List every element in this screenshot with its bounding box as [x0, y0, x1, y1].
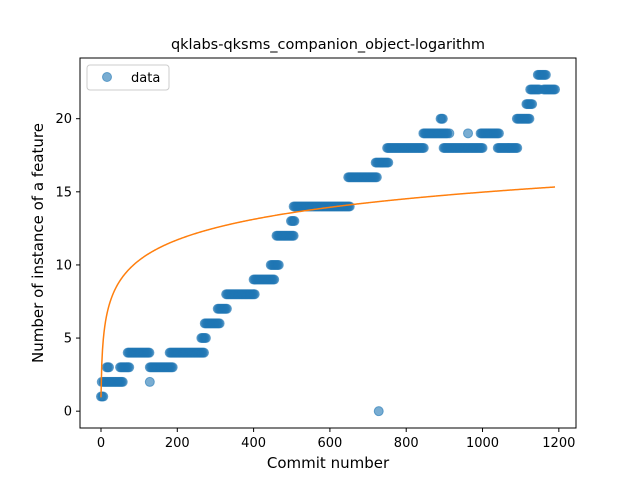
data-point — [269, 274, 280, 285]
data-point — [249, 289, 260, 300]
legend-label-data: data — [131, 71, 160, 86]
series-fit-line — [100, 186, 556, 398]
series-data — [95, 69, 561, 417]
data-point — [200, 333, 211, 344]
data-point — [214, 318, 225, 329]
data-point — [444, 128, 455, 139]
data-point — [512, 142, 523, 153]
legend-box — [86, 64, 170, 91]
legend-marker-data — [102, 72, 112, 82]
x-tick-label: 200 — [165, 436, 190, 451]
chart-title: qklabs-qksms_companion_object-logarithm — [171, 37, 485, 53]
legend: data — [86, 64, 170, 91]
data-point — [144, 376, 155, 387]
data-point — [104, 362, 114, 373]
data-point — [371, 172, 382, 183]
x-tick-label: 600 — [317, 436, 342, 451]
y-tick-label: 20 — [55, 112, 72, 127]
plot-area — [95, 69, 561, 417]
data-point — [199, 347, 209, 358]
data-point — [418, 142, 429, 153]
data-point — [463, 128, 474, 139]
data-point — [344, 201, 355, 212]
y-axis-title: Number of instance of a feature — [29, 123, 47, 363]
data-point — [493, 128, 504, 139]
data-point — [144, 347, 155, 358]
x-tick-label: 400 — [241, 436, 266, 451]
data-point — [540, 69, 551, 80]
x-tick-label: 0 — [97, 436, 105, 451]
data-point — [98, 391, 109, 402]
data-point — [437, 113, 448, 124]
data-point — [288, 230, 299, 241]
data-point — [167, 362, 178, 373]
data-point — [527, 99, 538, 110]
y-tick-label: 5 — [64, 332, 72, 347]
x-axis-title: Commit number — [267, 454, 390, 472]
x-axis: 0 200 400 600 800 1000 1200 — [97, 428, 575, 451]
y-tick-label: 10 — [55, 258, 72, 273]
data-point — [383, 157, 394, 168]
data-point — [550, 84, 561, 95]
data-point — [373, 406, 384, 417]
data-point — [524, 113, 535, 124]
y-axis: 0 5 10 15 20 — [55, 112, 80, 420]
data-point — [477, 142, 488, 153]
data-point — [221, 303, 232, 314]
y-tick-label: 15 — [55, 185, 72, 200]
y-tick-label: 0 — [64, 405, 72, 420]
x-tick-label: 800 — [394, 436, 419, 451]
data-point — [273, 259, 284, 270]
plot-frame — [79, 57, 577, 429]
data-point — [124, 362, 135, 373]
data-point — [117, 376, 128, 387]
data-point — [289, 216, 300, 227]
x-tick-label: 1200 — [542, 436, 575, 451]
x-tick-label: 1000 — [466, 436, 499, 451]
